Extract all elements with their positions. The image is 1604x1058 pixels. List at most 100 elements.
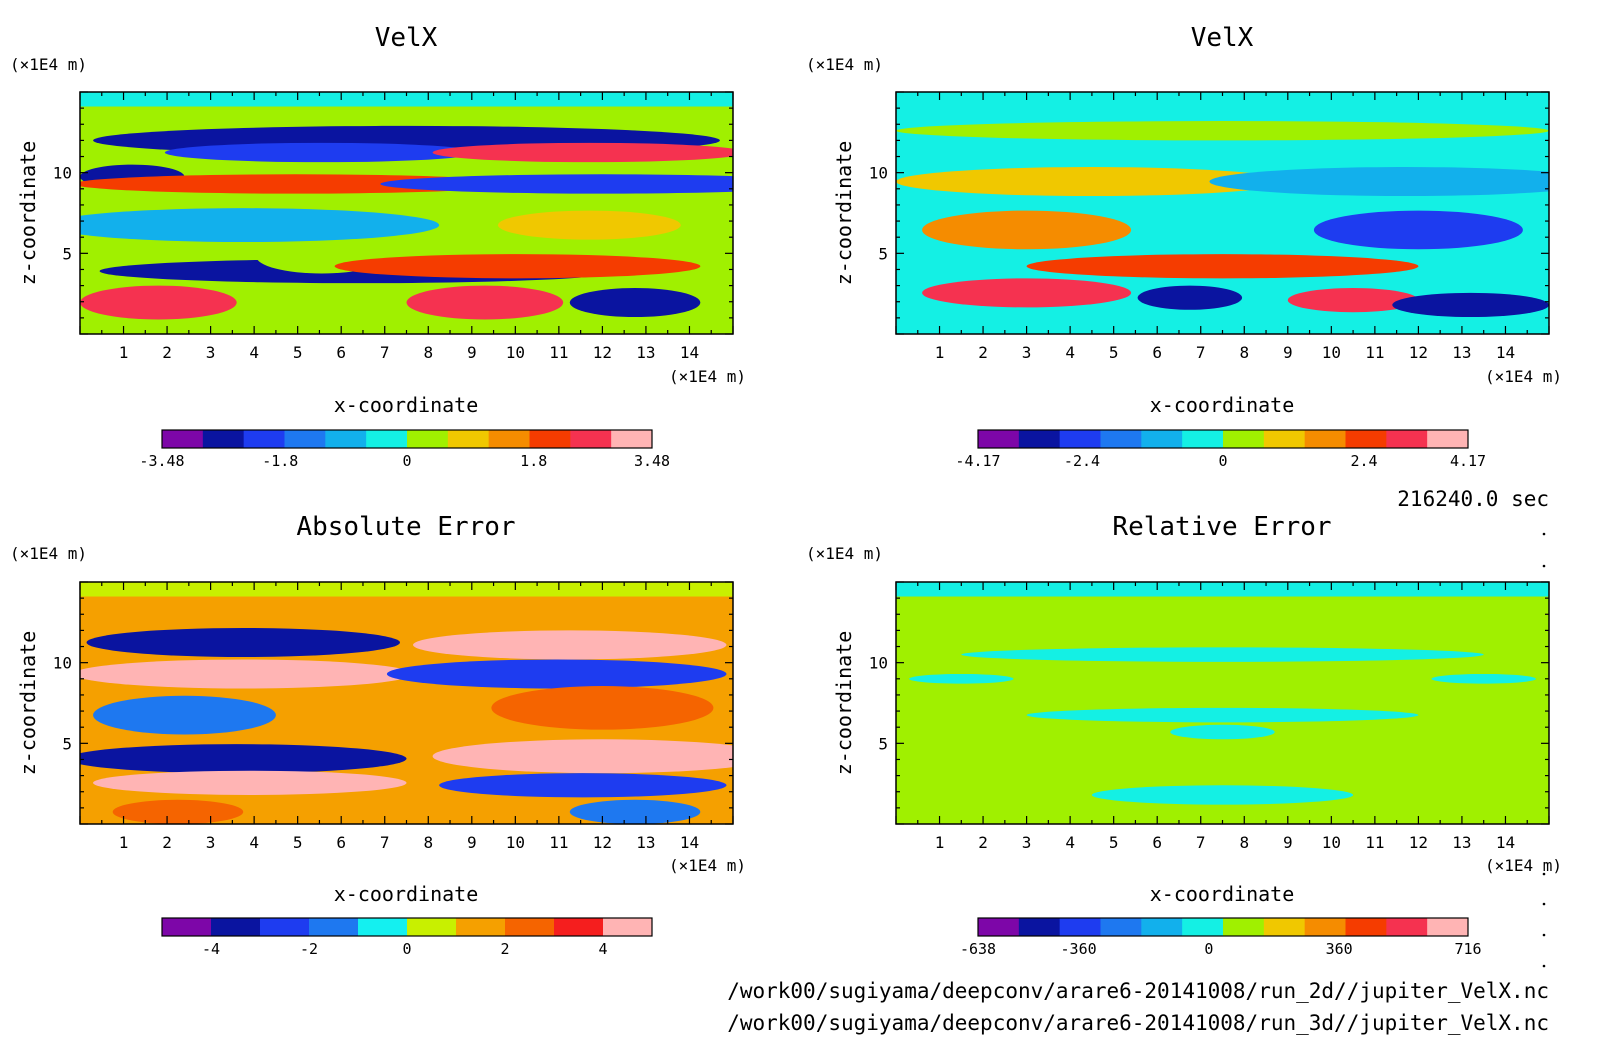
x-unit-label: (×1E4 m) — [1485, 367, 1562, 386]
colorbar-swatch — [202, 430, 245, 448]
x-axis-label: x-coordinate — [334, 882, 479, 906]
x-tick-label: 9 — [467, 343, 477, 362]
contour-region — [896, 167, 1288, 197]
panel-relative-error: Relative Error (×1E4 m) 1 2 3 4 5 6 7 8 9 10 11 12 1… — [806, 512, 1562, 958]
x-tick-label: 8 — [1239, 833, 1249, 852]
x-axis-label: x-coordinate — [334, 393, 479, 417]
colorbar-tick-label: 4.17 — [1450, 452, 1486, 470]
colorbar-swatch — [325, 430, 367, 448]
x-tick-label: 1 — [119, 833, 129, 852]
colorbar-tick-label: -1.8 — [262, 452, 298, 470]
contour-region — [406, 285, 564, 320]
x-tick-label: 4 — [249, 833, 259, 852]
colorbar-tick-label: 1.8 — [520, 452, 547, 470]
colorbar-swatch — [1263, 918, 1306, 936]
y-axis-label: z-coordinate — [832, 631, 856, 776]
contour-region — [93, 695, 276, 735]
colorbar: -3.48 -1.8 0 1.8 3.48 — [139, 429, 670, 470]
colorbar-swatch — [284, 430, 326, 448]
contour-region — [432, 739, 733, 774]
x-tick-label: 10 — [506, 833, 525, 852]
contour-region — [922, 278, 1132, 308]
x-tick-label: 11 — [1365, 833, 1384, 852]
x-unit-label: (×1E4 m) — [1485, 856, 1562, 875]
contour-region — [80, 659, 413, 689]
colorbar-swatch — [570, 430, 612, 448]
contour-region — [380, 174, 733, 194]
contour-field — [896, 92, 1549, 334]
y-unit-label: (×1E4 m) — [806, 544, 883, 563]
colorbar-tick-label: 2 — [500, 940, 509, 958]
x-tick-label: 8 — [423, 343, 433, 362]
colorbar-swatch — [309, 918, 359, 936]
colorbar-swatch — [1100, 918, 1142, 936]
contour-region — [491, 686, 714, 730]
colorbar-swatch — [1059, 430, 1101, 448]
colorbar-swatch — [978, 430, 1020, 448]
contour-region — [909, 673, 1014, 684]
file-path-3d: /work00/sugiyama/deepconv/arare6-2014100… — [727, 1011, 1549, 1035]
y-unit-label: (×1E4 m) — [806, 55, 883, 74]
contour-region — [112, 799, 244, 824]
colorbar-tick-label: 0 — [402, 940, 411, 958]
colorbar-swatch — [1386, 430, 1428, 448]
contour-region — [1170, 724, 1275, 740]
x-tick-label: 12 — [1409, 343, 1428, 362]
contour-region — [432, 142, 733, 163]
colorbar-swatch — [1386, 918, 1428, 936]
colorbar-tick-label: 360 — [1326, 940, 1353, 958]
x-tick-label: 14 — [680, 833, 699, 852]
y-tick-label: 10 — [869, 164, 888, 183]
y-axis-label: z-coordinate — [16, 141, 40, 286]
x-tick-label: 3 — [1022, 833, 1032, 852]
contour-region — [86, 627, 400, 658]
x-tick-label: 3 — [1022, 343, 1032, 362]
x-tick-label: 6 — [1152, 343, 1162, 362]
y-tick-label: 5 — [62, 244, 72, 263]
contour-region — [1026, 254, 1419, 279]
x-tick-label: 3 — [206, 343, 216, 362]
x-tick-label: 14 — [680, 343, 699, 362]
contour-region — [1431, 673, 1536, 684]
contour-region — [386, 659, 727, 689]
colorbar-swatch — [1182, 430, 1224, 448]
x-tick-label: 7 — [1196, 343, 1206, 362]
contour-region — [961, 647, 1484, 662]
y-axis-label: z-coordinate — [832, 141, 856, 286]
contour-region — [164, 142, 479, 163]
contour-region — [1392, 292, 1549, 318]
contour-region — [80, 744, 407, 774]
colorbar-tick-label: 0 — [1204, 940, 1213, 958]
colorbar-swatch — [1141, 918, 1183, 936]
x-tick-label: 13 — [636, 833, 655, 852]
y-tick-label: 10 — [53, 654, 72, 673]
field-band — [896, 582, 1549, 597]
x-tick-label: 5 — [1109, 833, 1119, 852]
colorbar-border — [977, 429, 1469, 449]
colorbar-swatch — [1018, 918, 1061, 936]
x-tick-label: 9 — [1283, 833, 1293, 852]
colorbar-swatch — [529, 430, 571, 448]
colorbar-tick-label: -2 — [300, 940, 318, 958]
x-tick-label: 3 — [206, 833, 216, 852]
colorbar-tick-label: -638 — [960, 940, 996, 958]
x-tick-label: 1 — [935, 343, 945, 362]
x-tick-label: 14 — [1496, 833, 1515, 852]
colorbar-tick-label: -2.4 — [1064, 452, 1100, 470]
colorbar-border — [161, 429, 653, 449]
contour-region — [569, 288, 701, 318]
colorbar-tick-label: 3.48 — [634, 452, 670, 470]
y-tick-label: 5 — [878, 244, 888, 263]
contour-region — [1209, 167, 1549, 197]
x-tick-label: 13 — [1452, 833, 1471, 852]
panel-title: VelX — [1191, 23, 1254, 53]
x-tick-label: 4 — [1065, 343, 1075, 362]
colorbar-swatch — [1304, 918, 1346, 936]
field-background — [896, 582, 1549, 824]
colorbar-tick-label: -360 — [1061, 940, 1097, 958]
y-tick-label: 5 — [62, 734, 72, 753]
colorbar-swatch — [505, 918, 555, 936]
contour-region — [1091, 785, 1354, 805]
